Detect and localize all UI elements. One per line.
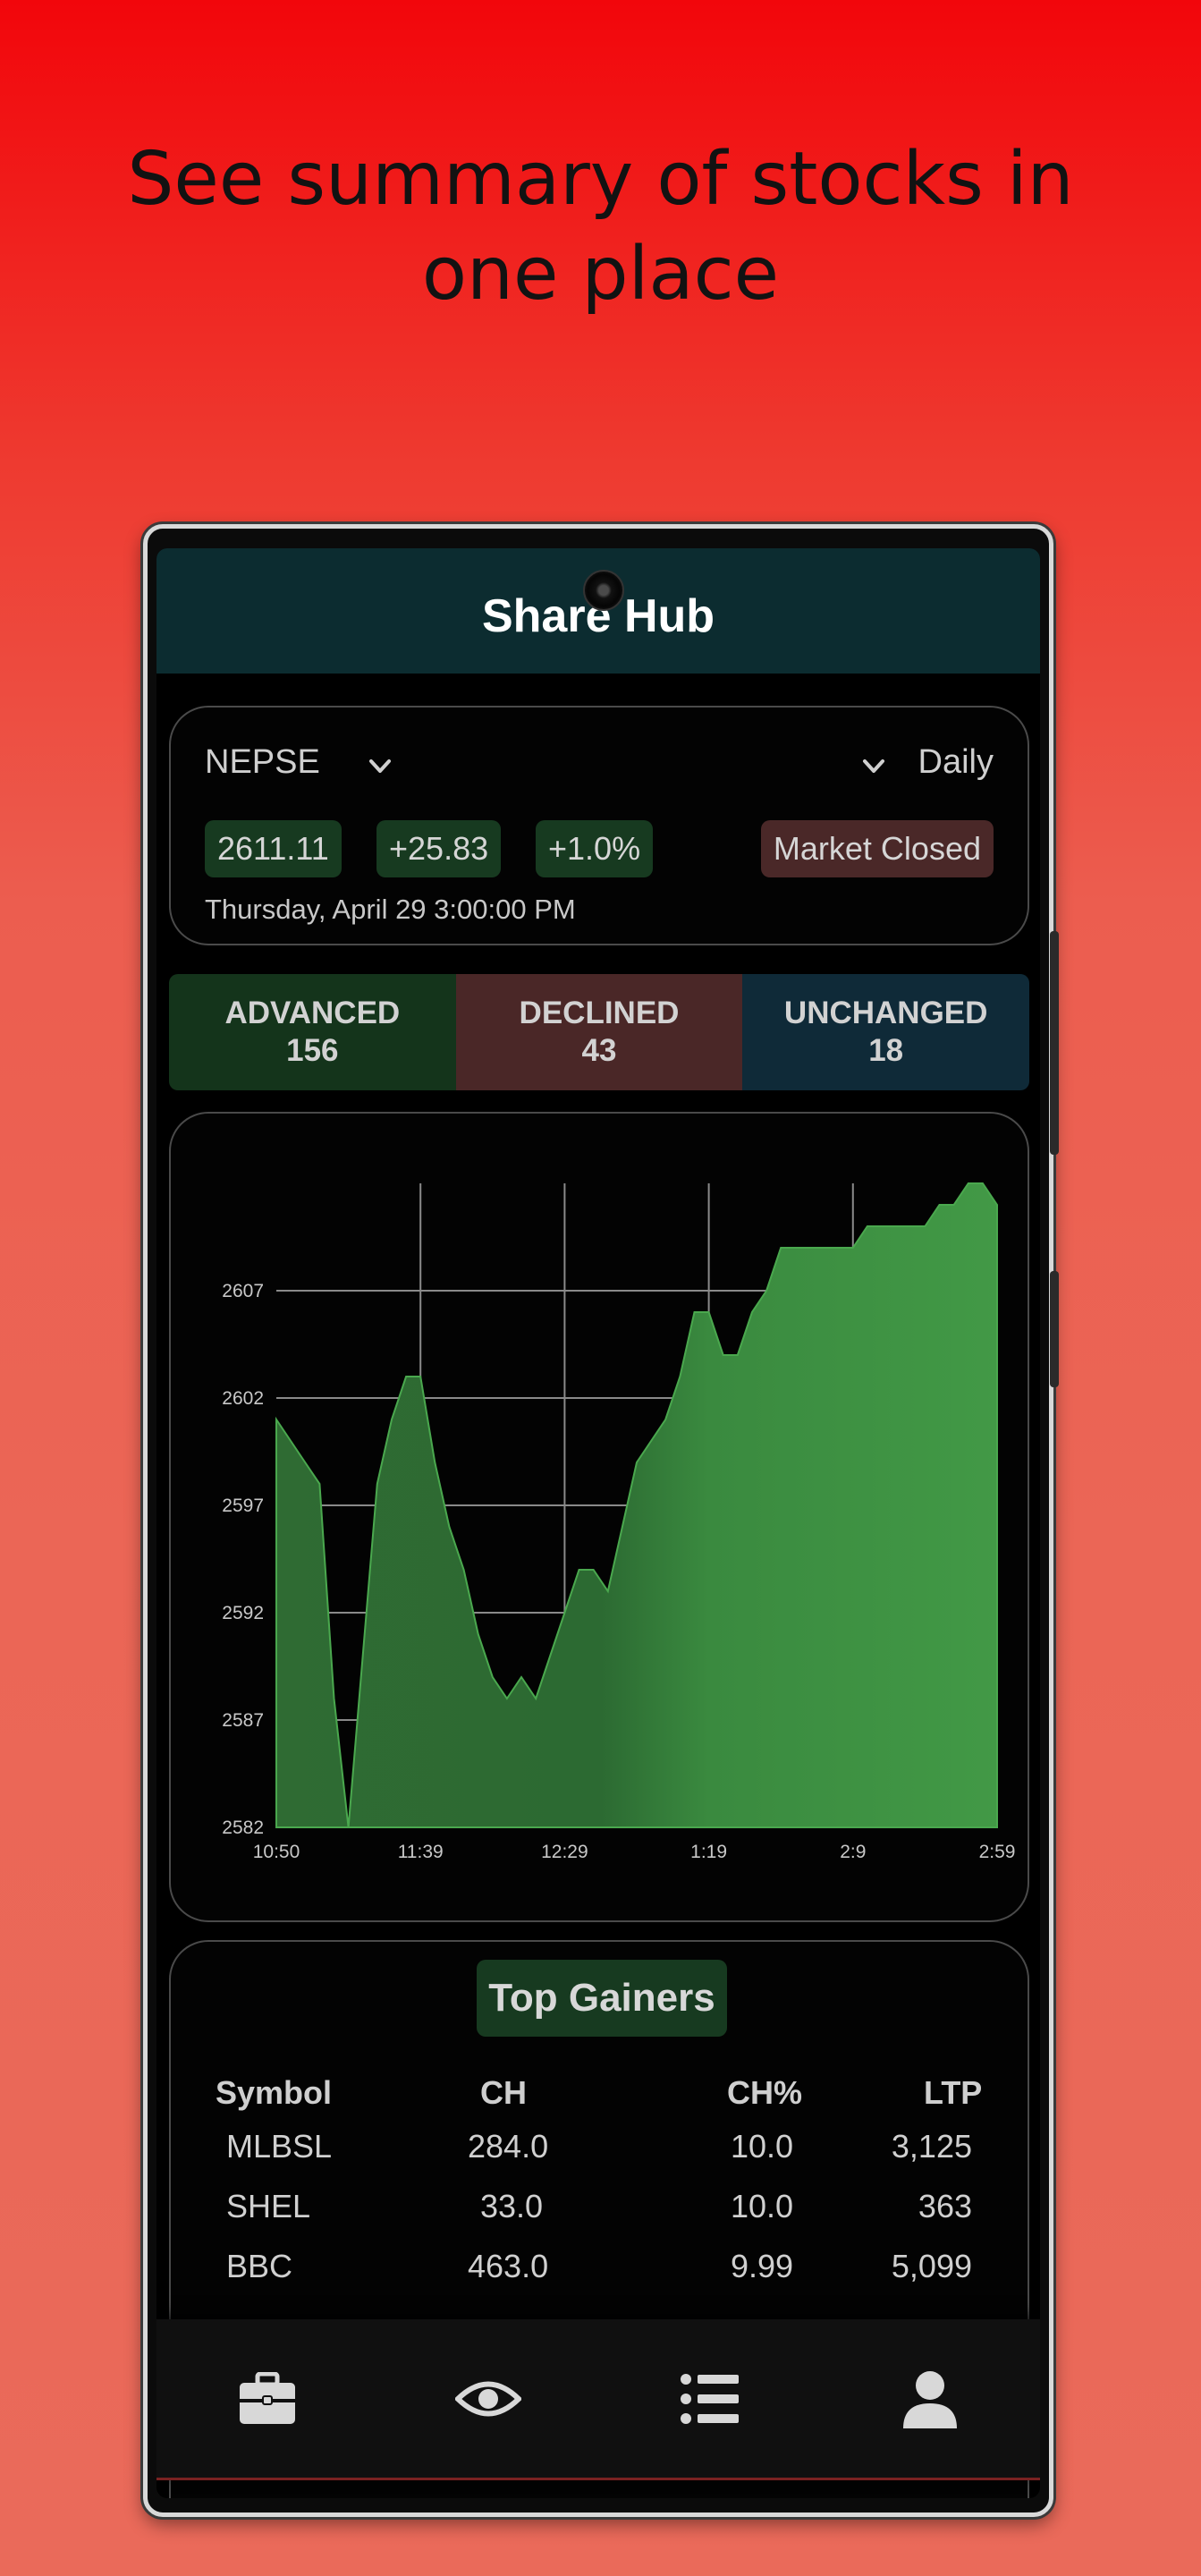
y-tick-label: 2607	[222, 1281, 264, 1301]
row-chpct: 10.0	[731, 2188, 794, 2224]
market-breadth-bar: ADVANCED 156 DECLINED 43 UNCHANGED 18	[169, 974, 1030, 1090]
row-ltp: 5,099	[891, 2248, 972, 2284]
row-symbol: MLBSL	[226, 2128, 333, 2165]
x-tick-label: 10:50	[253, 1842, 300, 1862]
bottom-navigation	[156, 2319, 1040, 2480]
user-icon	[902, 2370, 957, 2428]
index-change-pct-pill: +1.0%	[536, 820, 654, 877]
index-value-pill: 2611.11	[205, 820, 342, 877]
index-summary-card: NEPSE Daily 2611.11 +25.83 +1.0% Market …	[169, 706, 1029, 945]
unchanged-tile: UNCHANGED 18	[742, 974, 1030, 1090]
declined-count: 43	[581, 1033, 617, 1068]
x-tick-label: 1:19	[690, 1842, 727, 1862]
headline-line-2: one place	[421, 232, 780, 317]
y-tick-label: 2602	[222, 1388, 264, 1409]
row-ch: 463.0	[468, 2248, 549, 2284]
headline-line-1: See summary of stocks in	[127, 137, 1074, 222]
row-chpct: 9.99	[731, 2248, 794, 2284]
row-ltp: 3,125	[891, 2128, 972, 2165]
advanced-count: 156	[286, 1033, 339, 1068]
promo-headline: See summary of stocks in one place	[0, 132, 1201, 322]
nav-list[interactable]	[655, 2345, 763, 2453]
eye-icon	[454, 2381, 521, 2416]
chart-area-fill	[275, 1182, 998, 1828]
front-camera	[583, 570, 624, 611]
app-screen: Share Hub NEPSE Daily 2611.11 +25.83 +1.…	[156, 548, 1040, 2498]
advanced-tile: ADVANCED 156	[169, 974, 456, 1090]
row-ltp: 363	[918, 2188, 972, 2224]
nav-watchlist[interactable]	[435, 2345, 542, 2453]
period-chevron-down-icon[interactable]	[856, 749, 892, 784]
declined-tile: DECLINED 43	[455, 974, 743, 1090]
nav-profile[interactable]	[876, 2345, 984, 2453]
nav-portfolio[interactable]	[214, 2345, 321, 2453]
list-icon	[680, 2373, 739, 2424]
x-tick-label: 12:29	[541, 1842, 588, 1862]
col-ltp-header[interactable]: LTP	[924, 2074, 983, 2111]
power-button	[1050, 931, 1059, 1155]
declined-label: DECLINED	[519, 996, 680, 1030]
row-chpct: 10.0	[731, 2128, 794, 2165]
y-tick-label: 2592	[222, 1603, 264, 1623]
index-area-chart[interactable]: 2582 2587 2592 2597 2602 2607 10:50 11:39 12:29 1…	[171, 1114, 1031, 1924]
top-gainers-title[interactable]: Top Gainers	[477, 1960, 727, 2037]
phone-frame: Share Hub NEPSE Daily 2611.11 +25.83 +1.…	[143, 524, 1059, 2517]
index-change-pill: +25.83	[376, 820, 502, 877]
row-ch: 284.0	[468, 2128, 549, 2165]
col-ch-header[interactable]: CH	[480, 2074, 527, 2111]
y-tick-label: 2597	[222, 1496, 264, 1516]
x-tick-label: 2:9	[840, 1842, 866, 1862]
unchanged-label: UNCHANGED	[783, 996, 988, 1030]
market-status-badge: Market Closed	[760, 820, 994, 877]
x-tick-label: 2:59	[979, 1842, 1016, 1862]
index-datetime: Thursday, April 29 3:00:00 PM	[205, 894, 576, 925]
index-selector-label[interactable]: NEPSE	[205, 743, 320, 781]
period-selector-label[interactable]: Daily	[918, 743, 994, 781]
y-tick-label: 2587	[222, 1710, 264, 1731]
row-symbol: SHEL	[226, 2188, 311, 2224]
row-ch: 33.0	[480, 2188, 544, 2224]
col-chpct-header[interactable]: CH%	[727, 2074, 803, 2111]
x-tick-label: 11:39	[398, 1842, 444, 1862]
y-tick-label: 2582	[222, 1818, 264, 1838]
briefcase-icon	[239, 2371, 295, 2424]
advanced-label: ADVANCED	[224, 996, 401, 1030]
index-chart-card: 2582 2587 2592 2597 2602 2607 10:50 11:39 12:29 1…	[169, 1112, 1029, 1922]
unchanged-count: 18	[868, 1033, 904, 1068]
index-chevron-down-icon[interactable]	[362, 749, 398, 784]
row-symbol: BBC	[226, 2248, 293, 2284]
app-bar: Share Hub	[156, 548, 1040, 674]
col-symbol-header[interactable]: Symbol	[216, 2074, 333, 2111]
volume-button	[1050, 1271, 1059, 1387]
